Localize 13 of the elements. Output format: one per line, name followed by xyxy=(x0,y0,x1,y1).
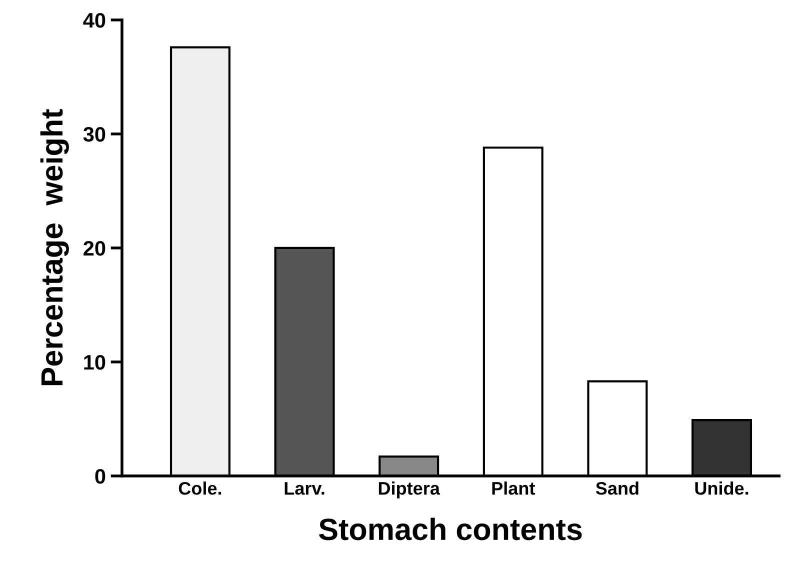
x-tick-label: Diptera xyxy=(378,482,440,498)
x-tick-label: Cole. xyxy=(178,482,222,495)
x-axis-title: Stomach contents xyxy=(319,518,582,540)
x-tick-label: Sand xyxy=(596,482,638,495)
y-tick-label: 0 xyxy=(95,468,106,484)
y-tick-label: 10 xyxy=(84,354,106,370)
y-tick-label: 30 xyxy=(83,126,106,142)
y-axis-title: Percentage weight xyxy=(40,109,69,386)
x-tick-label: Plant xyxy=(492,482,535,495)
y-tick-label: 40 xyxy=(83,12,106,28)
x-tick-label: Larv. xyxy=(284,482,324,495)
x-tick-label: Unide. xyxy=(695,482,748,495)
y-tick-label: 20 xyxy=(84,240,106,256)
